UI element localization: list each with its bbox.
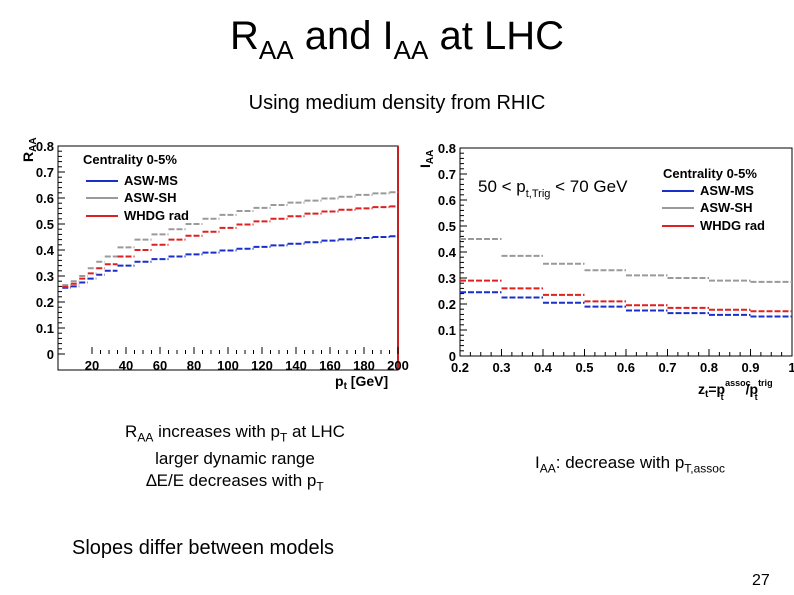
y-tick-label: 0.7 [438, 167, 456, 182]
legend: Centrality 0-5% ASW-MS ASW-SH WHDG rad [662, 166, 765, 233]
raa-notes: RAA increases with pT at LHC larger dyna… [90, 421, 380, 498]
y-tick-label: 0 [449, 349, 456, 364]
legend-title: Centrality 0-5% [663, 166, 757, 181]
y-tick-label: 0.4 [438, 245, 457, 260]
series-asw-sh [460, 238, 792, 283]
y-tick-label: 0 [47, 347, 54, 362]
y-tick-label: 0.6 [36, 191, 54, 206]
y-tick-label: 0.4 [36, 243, 55, 258]
series-asw-ms [62, 235, 398, 289]
iaa-chart: 0 0.1 0.2 0.3 0.4 0.5 0.6 0.7 0.8 0.2 0.3 0.4 0.5 0.6… [417, 141, 794, 402]
y-axis-label: RAA [20, 137, 39, 162]
legend-label-asw-ms: ASW-MS [700, 183, 754, 198]
x-axis-label: zt=passoc t/ptrig t [698, 378, 773, 402]
raa-note-line-2: larger dynamic range [155, 449, 315, 469]
x-tick-label: 200 [387, 358, 409, 373]
x-tick-label: 0.5 [575, 360, 593, 375]
raa-chart: 0 0.1 0.2 0.3 0.4 0.5 0.6 0.7 0.8 20 40 60 80 100 120 1… [20, 137, 409, 392]
y-tick-label: 0.5 [438, 219, 456, 234]
x-tick-label: 100 [217, 358, 239, 373]
y-tick-label: 0.8 [36, 139, 54, 154]
slide-subtitle: Using medium density from RHIC [248, 92, 546, 114]
x-tick-label: 60 [153, 358, 167, 373]
trigger-range-annotation: 50 < pt,Trig < 70 GeV [478, 177, 628, 200]
x-tick-label: 0.7 [658, 360, 676, 375]
y-tick-label: 0.6 [438, 193, 456, 208]
slide-title: RAA and IAA at LHC [230, 14, 564, 65]
series-asw-sh [62, 191, 398, 287]
x-axis-label: pt [GeV] [335, 373, 388, 392]
x-tick-label: 0.3 [492, 360, 510, 375]
legend: Centrality 0-5% ASW-MS ASW-SH WHDG rad [83, 152, 189, 223]
x-tick-label: 0.2 [451, 360, 469, 375]
legend-label-whdg: WHDG rad [124, 208, 189, 223]
iaa-note: IAA: decrease with pT,assoc [535, 453, 725, 476]
slopes-note: Slopes differ between models [72, 537, 335, 559]
x-tick-label: 0.4 [534, 360, 553, 375]
plot-area [57, 145, 399, 371]
y-tick-label: 0.3 [36, 269, 54, 284]
series-asw-ms [460, 291, 792, 318]
x-tick-label: 180 [353, 358, 375, 373]
y-tick-label: 0.3 [438, 271, 456, 286]
y-tick-label: 0.2 [36, 295, 54, 310]
x-tick-label: 120 [251, 358, 273, 373]
y-tick-label: 0.2 [438, 297, 456, 312]
y-tick-label: 0.7 [36, 165, 54, 180]
legend-label-asw-sh: ASW-SH [124, 190, 176, 205]
y-tick-label: 0.8 [438, 141, 456, 156]
y-tick-label: 0.5 [36, 217, 54, 232]
x-tick-label: 160 [319, 358, 341, 373]
x-tick-label: 40 [119, 358, 133, 373]
legend-label-whdg: WHDG rad [700, 218, 765, 233]
x-tick-label: 0.6 [617, 360, 635, 375]
series-whdg-rad [460, 279, 792, 313]
x-tick-label: 0.9 [741, 360, 759, 375]
x-tick-label: 80 [187, 358, 201, 373]
y-axis-label: IAA [417, 150, 436, 168]
raa-note-line-1: RAA increases with pT at LHC [125, 422, 345, 445]
series-whdg-rad [62, 205, 398, 288]
page-number: 27 [752, 572, 770, 589]
x-tick-label: 20 [85, 358, 99, 373]
legend-label-asw-ms: ASW-MS [124, 173, 178, 188]
raa-note-line-3: ∆E/E decreases with pT [146, 471, 324, 494]
x-tick-label: 140 [285, 358, 307, 373]
y-tick-label: 0.1 [438, 323, 456, 338]
y-tick-label: 0.1 [36, 321, 54, 336]
x-tick-label: 1 [788, 360, 794, 375]
legend-title: Centrality 0-5% [83, 152, 177, 167]
legend-label-asw-sh: ASW-SH [700, 200, 752, 215]
x-tick-label: 0.8 [700, 360, 718, 375]
